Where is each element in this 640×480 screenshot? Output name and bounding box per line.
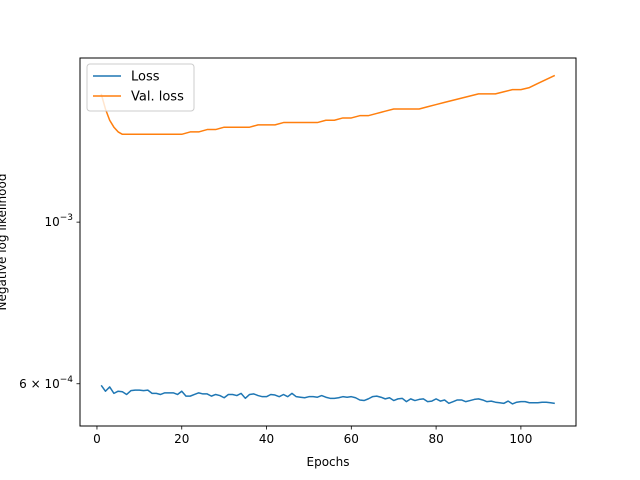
x-tick-label: 20 (174, 432, 189, 446)
x-tick-label: 60 (344, 432, 359, 446)
x-axis-label: Epochs (307, 455, 350, 469)
legend-label: Val. loss (131, 90, 184, 105)
series-line-val-loss (100, 74, 556, 136)
x-axis-ticks: 0 20 40 60 80 100 (93, 426, 532, 446)
x-tick-label: 100 (509, 432, 532, 446)
y-axis-ticks: 10−3 6 × 10−4 (19, 213, 80, 391)
y-tick-label: 6 × 10−4 (19, 375, 73, 391)
x-tick-label: 80 (428, 432, 443, 446)
x-tick-label: 40 (259, 432, 274, 446)
legend-label: Loss (131, 70, 160, 85)
series-line-loss (100, 384, 555, 405)
plot-lines (100, 74, 556, 405)
y-axis-label: Negative log likelihood (0, 174, 9, 311)
y-tick-label: 10−3 (44, 213, 73, 229)
x-tick-label: 0 (93, 432, 101, 446)
plot-frame (79, 57, 577, 427)
legend: Loss Val. loss (86, 63, 195, 112)
